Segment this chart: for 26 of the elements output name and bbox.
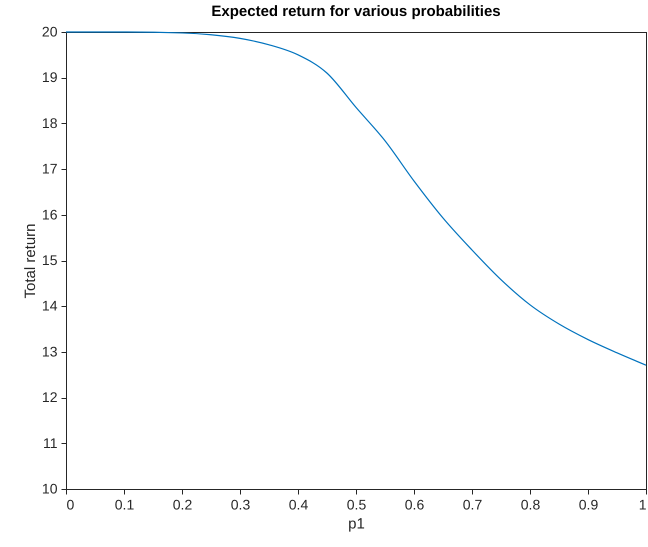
x-tick-label: 0.7 [462,496,482,512]
x-tick-label: 0.8 [520,496,540,512]
x-tick-label: 1 [638,496,647,512]
x-tick-label: 0.6 [404,496,424,512]
x-axis-title: p1 [348,516,365,532]
y-tick-label: 16 [42,206,58,222]
chart-title: Expected return for various probabilities [211,3,501,20]
y-tick-label: 19 [42,69,58,86]
x-tick-label: 0.3 [230,496,250,512]
y-tick-label: 11 [42,434,58,451]
x-tick-label: 0.2 [172,496,192,512]
y-tick-label: 14 [42,298,58,314]
x-tick-label: 0.1 [114,496,134,512]
x-tick-label: 0.5 [346,496,366,512]
y-axis-title: Total return [22,223,39,299]
y-tick-label: 13 [42,343,58,360]
y-tick-label: 20 [42,24,58,40]
y-tick-label: 18 [42,114,58,131]
line-series [65,31,647,366]
y-tick-label: 10 [42,480,58,496]
x-tick-label: 0 [66,496,74,512]
x-tick-label: 0.9 [578,496,598,512]
x-tick-label: 0.4 [288,496,308,512]
y-tick-label: 17 [42,160,58,177]
y-tick-label: 15 [42,252,58,268]
y-tick-label: 12 [42,389,58,406]
